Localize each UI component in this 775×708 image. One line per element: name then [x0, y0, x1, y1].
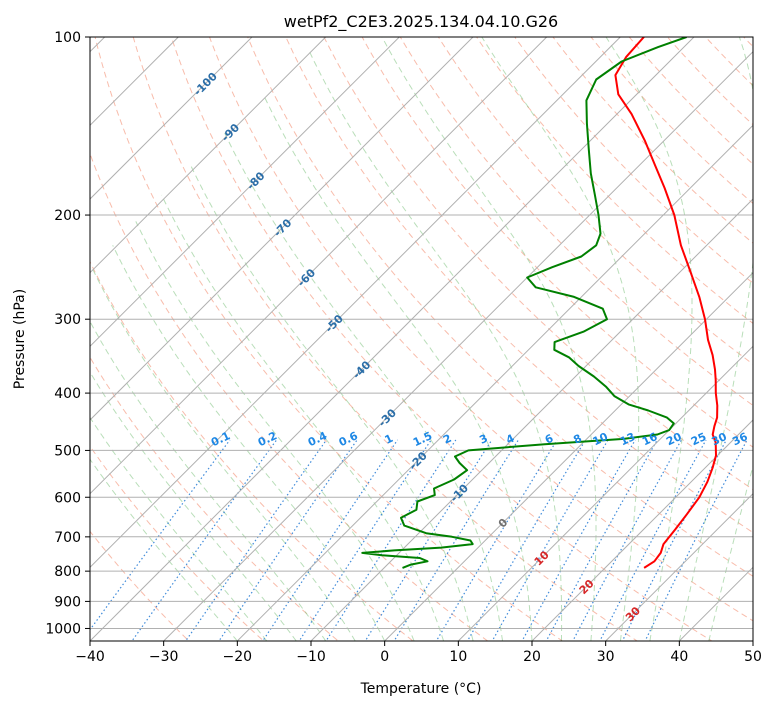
moist-adiabat-line: [161, 194, 445, 641]
mixing-ratio-line: [572, 439, 682, 641]
isotherm-gridline: [90, 37, 695, 641]
dry-adiabat-line: [94, 37, 564, 641]
x-tick-label: −40: [75, 649, 105, 665]
mixing-ratio-line: [521, 439, 636, 641]
x-tick-label: 20: [523, 649, 541, 665]
dry-adiabat-line: [437, 37, 753, 365]
moist-adiabat-line: [135, 221, 415, 641]
mixing-ratio-label: 16: [640, 430, 660, 448]
mixing-ratio-label: 20: [664, 430, 684, 448]
mixing-ratio-line: [491, 439, 609, 641]
dry-adiabat-line: [132, 37, 638, 641]
mixing-ratio-label: 13: [618, 430, 637, 448]
moist-adiabat-line: [605, 37, 693, 641]
moist-adiabat-line: [112, 245, 386, 641]
x-tick-label: 50: [744, 649, 762, 665]
isotherm-gridline: [163, 50, 753, 641]
mixing-ratio-line: [364, 439, 493, 641]
mixing-ratio-label: 36: [730, 430, 750, 448]
isotherm-gridline: [90, 37, 621, 569]
x-tick-label: 0: [380, 649, 389, 665]
moist-adiabat-line: [90, 320, 327, 641]
x-tick-label: 30: [597, 649, 615, 665]
temperature-profile-line: [614, 37, 719, 569]
moist-adiabat-line: [262, 94, 533, 641]
y-tick-label: 800: [54, 564, 81, 580]
isotherm-gridline: [90, 37, 474, 421]
mixing-ratio-label: 30: [710, 430, 730, 448]
y-tick-label: 500: [54, 443, 81, 459]
isotherm-gridline: [384, 271, 753, 641]
isotherm-gridline: [90, 37, 548, 495]
x-tick-label: −10: [296, 649, 326, 665]
y-axis: 100 200 300 400 500 600 700 800 900 1000: [45, 30, 90, 637]
x-tick-label: 10: [449, 649, 467, 665]
y-axis-label: Pressure (hPa): [12, 289, 28, 389]
dry-adiabat-line: [361, 37, 753, 448]
isotherm-gridline: [90, 37, 253, 200]
y-tick-label: 200: [54, 208, 81, 224]
dry-adiabat-line: [476, 37, 753, 325]
x-axis-label: Temperature (°C): [360, 681, 482, 697]
x-axis: −40 −30 −20 −10 0 10 20 30 40 50: [75, 641, 762, 665]
dry-adiabat-line: [90, 445, 265, 641]
moist-adiabat-line: [91, 266, 356, 641]
x-tick-label: −20: [223, 649, 253, 665]
y-tick-label: 300: [54, 312, 81, 328]
mixing-ratio-line: [262, 439, 399, 641]
mixing-ratio-line: [435, 439, 558, 641]
x-tick-label: 40: [670, 649, 688, 665]
chart-title: wetPf2_C2E3.2025.134.04.10.G26: [284, 12, 558, 32]
moist-adiabat-line: [708, 464, 753, 641]
dry-adiabat-line: [90, 152, 489, 641]
moist-adiabat-line: [481, 37, 640, 641]
mixing-ratio-label: 10: [591, 430, 611, 448]
moist-adiabat-line: [90, 458, 238, 641]
plot-frame: [89, 36, 754, 642]
mixing-ratio-line: [466, 439, 587, 641]
moist-adiabat-line: [381, 37, 597, 641]
isotherm-gridline: [310, 198, 753, 641]
y-tick-label: 700: [54, 530, 81, 546]
y-tick-label: 400: [54, 386, 81, 402]
y-tick-label: 900: [54, 594, 81, 610]
series-layer: [361, 37, 719, 569]
y-tick-label: 1000: [45, 621, 81, 637]
dry-adiabat-line: [323, 37, 753, 491]
mixing-ratio-line: [545, 439, 658, 641]
mixing-ratio-label: 25: [689, 430, 708, 448]
mixing-ratio-line: [218, 439, 358, 641]
dry-adiabat-line: [90, 260, 414, 641]
isotherm-gridline: [457, 345, 753, 641]
isotherm-gridline: [90, 37, 400, 348]
moist-adiabat-line: [678, 37, 753, 641]
isotherm-gridline: [236, 124, 753, 641]
background-lines: [90, 37, 753, 641]
mixing-ratio-line: [184, 439, 327, 641]
moist-adiabat-line: [308, 49, 563, 641]
y-tick-label: 600: [54, 490, 81, 506]
dewpoint-profile-line: [361, 37, 687, 569]
isotherm-gridline: [90, 37, 327, 274]
isotherm-gridline: [531, 419, 753, 641]
y-tick-label: 100: [54, 30, 81, 46]
isotherm-gridline: [605, 492, 753, 641]
mixing-ratio-line: [90, 439, 231, 631]
dry-adiabat-line: [247, 37, 753, 577]
x-tick-label: −30: [149, 649, 179, 665]
dry-adiabat-line: [666, 37, 753, 126]
dry-adiabat-line: [170, 37, 713, 641]
dry-adiabat-line: [285, 37, 753, 534]
mixing-ratio-line: [599, 439, 707, 641]
